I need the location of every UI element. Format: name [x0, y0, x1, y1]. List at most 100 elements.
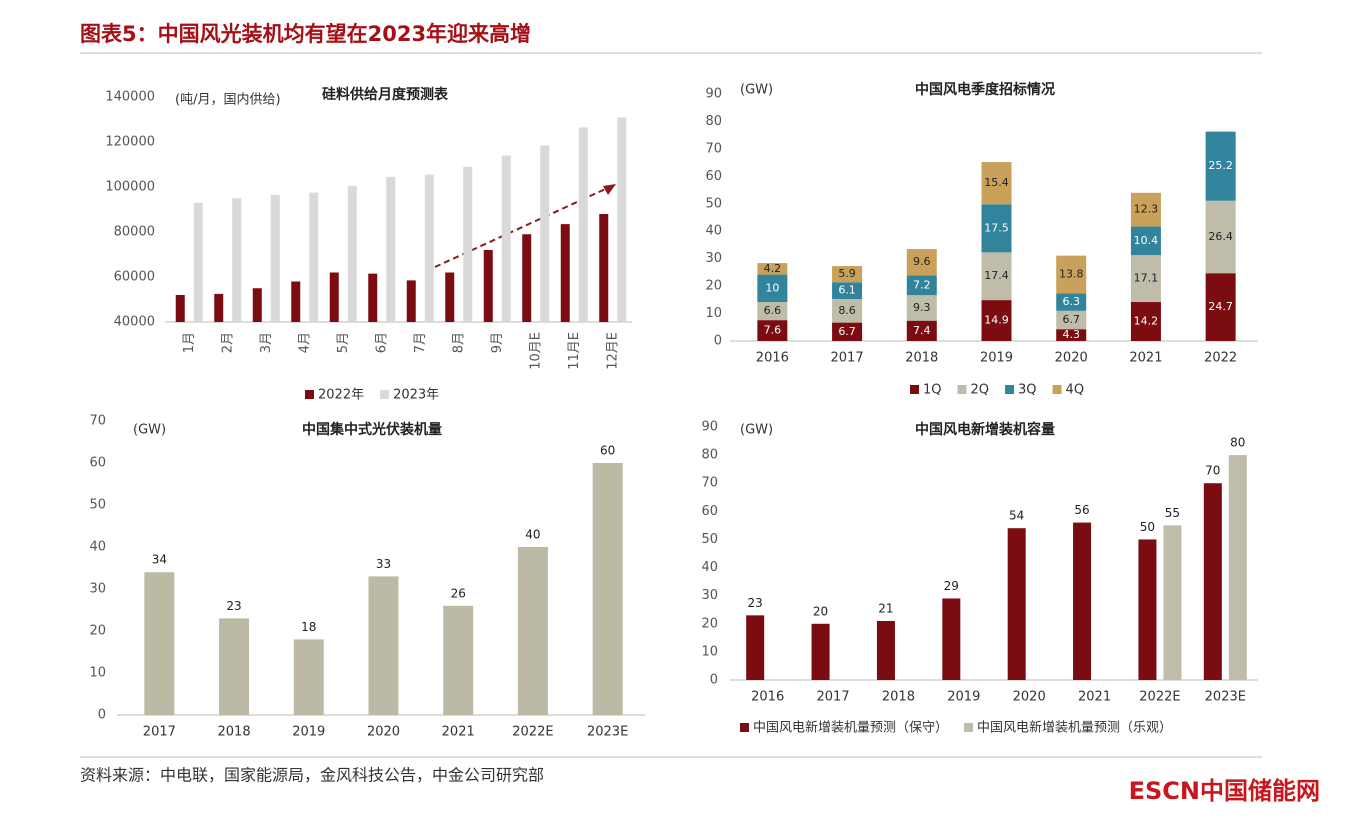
x-tick-label: 2019 — [292, 725, 325, 740]
legend-swatch — [957, 385, 967, 394]
y-tick-label: 10 — [89, 666, 106, 681]
bar — [522, 234, 532, 322]
x-tick-label: 2018 — [882, 690, 915, 705]
bar — [368, 273, 378, 322]
bar — [445, 272, 455, 322]
value-label: 6.1 — [838, 284, 856, 297]
legend-label: 中国风电新增装机量预测（乐观） — [977, 720, 1172, 736]
y-tick-label: 100000 — [105, 180, 155, 195]
x-tick-label: 3月 — [259, 332, 274, 353]
bar — [876, 620, 895, 680]
legend-swatch — [740, 723, 749, 732]
y-unit: (GW) — [740, 83, 773, 98]
y-tick-label: 90 — [701, 420, 718, 435]
bar-segment — [832, 282, 863, 300]
value-label: 54 — [1009, 509, 1024, 523]
bar — [214, 293, 224, 322]
x-tick-label: 2022 — [1204, 351, 1237, 366]
y-tick-label: 70 — [705, 141, 722, 156]
x-tick-label: 2月 — [220, 332, 235, 353]
x-tick-label: 10月E — [528, 332, 543, 370]
bar-segment — [906, 275, 937, 296]
bar — [501, 155, 511, 322]
value-label: 10 — [765, 281, 779, 294]
bar — [1163, 525, 1182, 680]
legend-label: 4Q — [1066, 383, 1085, 398]
bar — [1073, 522, 1092, 680]
legend-label: 3Q — [1018, 383, 1037, 398]
y-tick-label: 30 — [89, 582, 106, 597]
value-label: 7.2 — [913, 278, 931, 291]
value-label: 9.3 — [913, 301, 931, 314]
bar-segment — [981, 300, 1012, 341]
value-label: 9.6 — [913, 255, 931, 268]
bar — [329, 272, 339, 322]
y-tick-label: 60000 — [114, 270, 155, 285]
bar — [746, 615, 765, 680]
bar — [347, 185, 357, 322]
bar-segment — [906, 249, 937, 276]
bar — [232, 198, 242, 322]
x-tick-label: 2021 — [1078, 690, 1111, 705]
x-tick-label: 6月 — [374, 332, 389, 353]
bar-segment — [757, 274, 788, 303]
bar — [424, 174, 434, 322]
bar — [617, 117, 627, 322]
x-tick-label: 2017 — [817, 690, 850, 705]
y-tick-label: 10 — [701, 644, 718, 659]
bar — [291, 281, 301, 322]
value-label: 26.4 — [1208, 230, 1233, 243]
value-label: 20 — [813, 604, 828, 618]
legend-label: 中国风电新增装机量预测（保守） — [753, 720, 948, 736]
legend-label: 2023年 — [393, 388, 439, 403]
bar — [463, 166, 473, 322]
value-label: 80 — [1230, 436, 1245, 450]
y-tick-label: 0 — [98, 708, 106, 723]
y-tick-label: 50 — [705, 196, 722, 211]
y-tick-label: 50 — [701, 532, 718, 547]
y-tick-label: 20 — [89, 624, 106, 639]
bar-segment — [1130, 255, 1161, 303]
bar-segment — [1130, 192, 1161, 227]
bar-segment — [981, 204, 1012, 253]
legend-swatch — [910, 385, 919, 394]
x-tick-label: 2023E — [1205, 690, 1246, 705]
x-tick-label: 2020 — [1055, 351, 1088, 366]
value-label: 5.9 — [838, 267, 856, 280]
value-label: 7.4 — [913, 324, 931, 337]
bar-segment — [1205, 273, 1236, 341]
bar — [368, 576, 399, 715]
legend-swatch — [964, 723, 974, 732]
bar-segment — [757, 320, 788, 341]
bar — [193, 202, 203, 322]
bar — [942, 598, 961, 680]
bar — [599, 214, 609, 322]
x-tick-label: 2017 — [831, 351, 864, 366]
bar-segment — [1056, 310, 1087, 330]
chart-title: 硅料供给月度预测表 — [322, 86, 449, 103]
y-tick-label: 80 — [701, 448, 718, 463]
bar — [1203, 483, 1222, 680]
y-unit: (吨/月，国内供给) — [175, 92, 281, 108]
y-tick-label: 70 — [89, 414, 106, 429]
value-label: 17.1 — [1134, 272, 1159, 285]
x-tick-label: 12月E — [605, 332, 620, 370]
value-label: 24.7 — [1208, 300, 1233, 313]
x-tick-label: 2017 — [143, 725, 176, 740]
bar-segment — [906, 295, 937, 321]
x-tick-label: 2019 — [947, 690, 980, 705]
bar — [540, 145, 550, 322]
y-tick-label: 60 — [89, 456, 106, 471]
legend-label: 2Q — [971, 383, 990, 398]
bar-segment — [1130, 302, 1161, 341]
legend-label: 1Q — [923, 383, 942, 398]
bar — [175, 295, 185, 322]
bar — [483, 250, 493, 322]
value-label: 23 — [748, 596, 763, 610]
x-tick-label: 2016 — [751, 690, 784, 705]
bar-segment — [1056, 255, 1087, 294]
y-tick-label: 20 — [705, 279, 722, 294]
x-tick-label: 2021 — [1129, 351, 1162, 366]
logo: ESCN中国储能网 — [1129, 777, 1320, 805]
